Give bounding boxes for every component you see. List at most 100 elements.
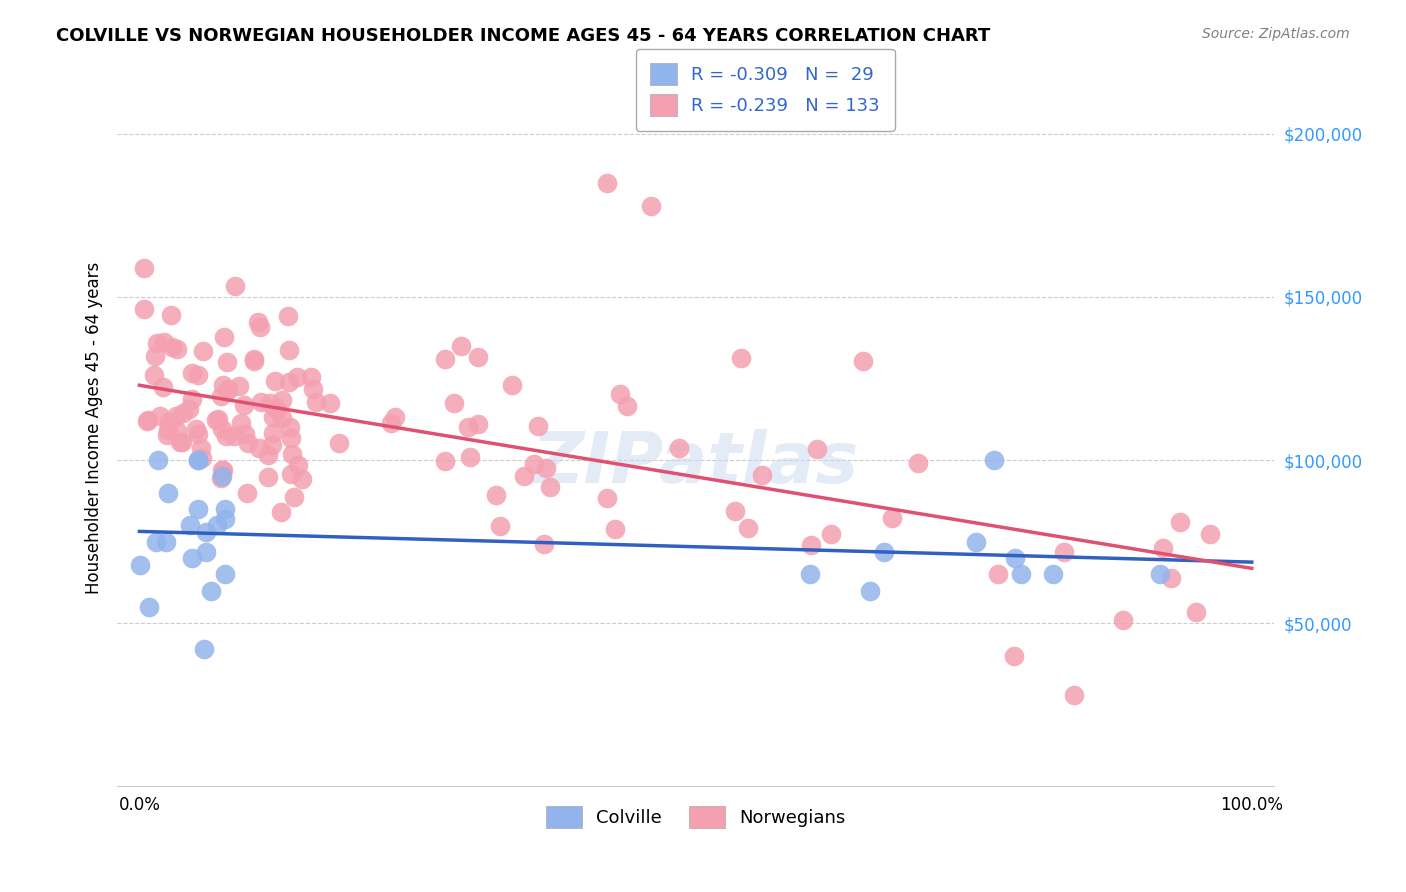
Point — [165, 409, 187, 423]
Point — [187, 368, 209, 383]
Point — [214, 567, 236, 582]
Point — [159, 308, 181, 322]
Point — [380, 417, 402, 431]
Point — [236, 436, 259, 450]
Point — [146, 453, 169, 467]
Point — [443, 396, 465, 410]
Point — [1149, 567, 1171, 582]
Point — [228, 379, 250, 393]
Point — [485, 488, 508, 502]
Point — [262, 410, 284, 425]
Point — [737, 521, 759, 535]
Point — [247, 441, 270, 455]
Point — [256, 449, 278, 463]
Point — [1112, 613, 1135, 627]
Point — [179, 518, 201, 533]
Point — [209, 389, 232, 403]
Point — [155, 534, 177, 549]
Point — [1185, 605, 1208, 619]
Point — [136, 413, 159, 427]
Point — [1011, 567, 1033, 582]
Point — [299, 369, 322, 384]
Point — [640, 198, 662, 212]
Point — [246, 314, 269, 328]
Point — [249, 319, 271, 334]
Point — [200, 583, 222, 598]
Point — [1199, 527, 1222, 541]
Point — [205, 518, 228, 533]
Point — [212, 330, 235, 344]
Point — [280, 431, 302, 445]
Text: Source: ZipAtlas.com: Source: ZipAtlas.com — [1202, 27, 1350, 41]
Point — [243, 353, 266, 368]
Point — [270, 505, 292, 519]
Point — [132, 260, 155, 275]
Point — [305, 394, 328, 409]
Point — [160, 340, 183, 354]
Point — [157, 415, 180, 429]
Point — [172, 407, 194, 421]
Text: COLVILLE VS NORWEGIAN HOUSEHOLDER INCOME AGES 45 - 64 YEARS CORRELATION CHART: COLVILLE VS NORWEGIAN HOUSEHOLDER INCOME… — [56, 27, 990, 45]
Point — [214, 502, 236, 516]
Point — [278, 419, 301, 434]
Point — [217, 383, 239, 397]
Point — [281, 447, 304, 461]
Point — [211, 463, 233, 477]
Point — [211, 471, 233, 485]
Point — [1004, 551, 1026, 566]
Point — [489, 518, 512, 533]
Point — [250, 395, 273, 409]
Point — [1160, 571, 1182, 585]
Text: ZIPatlas: ZIPatlas — [531, 429, 859, 498]
Point — [668, 441, 690, 455]
Point — [211, 463, 233, 477]
Point — [135, 414, 157, 428]
Point — [262, 426, 284, 441]
Point — [169, 434, 191, 449]
Point — [271, 410, 294, 425]
Point — [156, 424, 179, 438]
Point — [180, 366, 202, 380]
Point — [384, 410, 406, 425]
Point — [214, 429, 236, 443]
Legend: Colville, Norwegians: Colville, Norwegians — [538, 798, 853, 835]
Point — [259, 396, 281, 410]
Point — [193, 344, 215, 359]
Point — [153, 334, 176, 349]
Point — [207, 412, 229, 426]
Point — [605, 522, 627, 536]
Point — [260, 438, 283, 452]
Point — [170, 434, 193, 449]
Point — [146, 335, 169, 350]
Point — [217, 355, 239, 369]
Point — [800, 538, 823, 552]
Point — [138, 599, 160, 614]
Point — [291, 472, 314, 486]
Point — [1042, 567, 1064, 582]
Point — [458, 450, 481, 464]
Point — [1002, 649, 1025, 664]
Point — [285, 370, 308, 384]
Point — [880, 510, 903, 524]
Point — [433, 454, 456, 468]
Point — [212, 378, 235, 392]
Point — [187, 426, 209, 441]
Point — [724, 504, 747, 518]
Point — [205, 413, 228, 427]
Point — [193, 642, 215, 657]
Point — [233, 398, 256, 412]
Point — [983, 453, 1005, 467]
Point — [533, 537, 555, 551]
Point — [149, 409, 172, 424]
Point — [187, 502, 209, 516]
Point — [217, 382, 239, 396]
Point — [152, 380, 174, 394]
Point — [181, 392, 204, 407]
Point — [280, 467, 302, 481]
Point — [132, 302, 155, 317]
Point — [156, 485, 179, 500]
Point — [187, 453, 209, 467]
Point — [278, 375, 301, 389]
Point — [211, 422, 233, 436]
Point — [527, 418, 550, 433]
